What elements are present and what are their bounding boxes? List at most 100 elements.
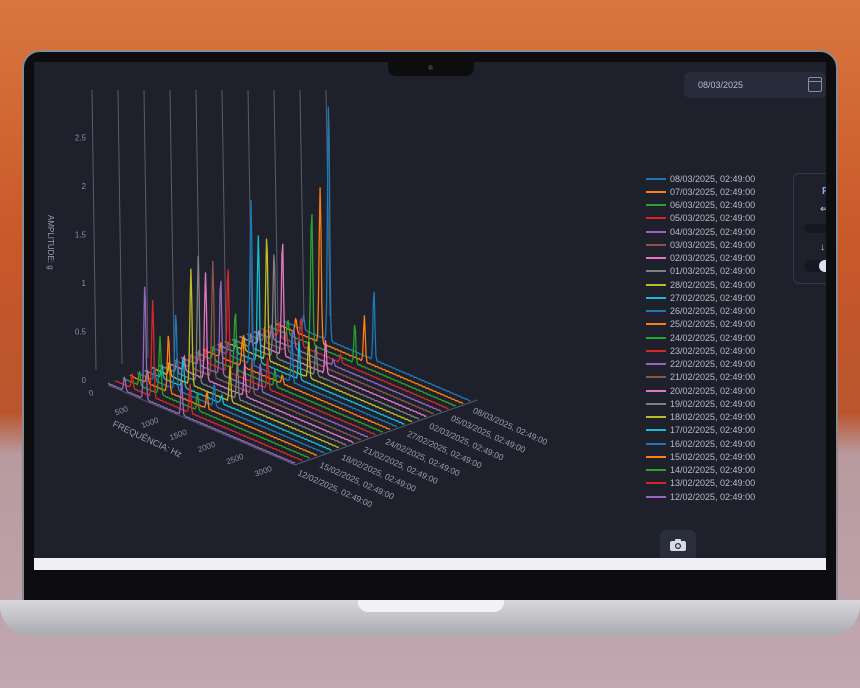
legend-swatch — [646, 283, 666, 286]
legend-label: 12/02/2025, 02:49:00 — [670, 491, 756, 502]
legend-label: 25/02/2025, 02:49:00 — [670, 319, 756, 330]
grid-line — [273, 89, 279, 329]
grid-line — [169, 89, 175, 353]
grid-line — [221, 89, 227, 341]
legend-item[interactable]: 05/03/2025, 02:49:00 — [646, 212, 755, 225]
legend-swatch — [646, 323, 666, 326]
legend-item[interactable]: 16/02/2025, 02:49:00 — [646, 437, 755, 450]
z-tick-label: 1.5 — [75, 231, 87, 240]
legend-item[interactable]: 21/02/2025, 02:49:00 — [646, 371, 755, 384]
x-axis-line — [107, 384, 296, 466]
z-tick-label: 1 — [82, 279, 87, 288]
legend-label: 15/02/2025, 02:49:00 — [670, 451, 756, 462]
z-tick-label: 0 — [82, 376, 87, 385]
series-line — [231, 254, 420, 420]
legend-item[interactable]: 19/02/2025, 02:49:00 — [646, 397, 755, 410]
legend-item[interactable]: 17/02/2025, 02:49:00 — [646, 424, 755, 437]
legend-swatch — [646, 177, 666, 180]
legend-item[interactable]: 15/02/2025, 02:49:00 — [646, 450, 755, 463]
legend-label: 21/02/2025, 02:49:00 — [670, 372, 756, 383]
grid-line — [117, 89, 123, 365]
snapshot-button[interactable] — [660, 530, 696, 558]
legend-swatch — [646, 495, 666, 498]
series-line — [180, 280, 369, 439]
legend-item[interactable]: 20/02/2025, 02:49:00 — [646, 384, 755, 397]
series-line — [173, 260, 361, 441]
z-axis-title: AMPLITUDE: g — [46, 215, 55, 270]
legend-swatch — [646, 442, 666, 445]
legend-item[interactable]: 14/02/2025, 02:49:00 — [646, 464, 755, 477]
grid-line — [91, 89, 97, 371]
series-line — [202, 338, 391, 431]
app-screen: 0 0.5 1 1.5 2 2.5 0 500 1000 1500 2000 2500 3000 12/0… — [34, 62, 826, 558]
series-line — [144, 358, 332, 452]
legend-item[interactable]: 04/03/2025, 02:49:00 — [646, 225, 755, 238]
legend-label: 06/03/2025, 02:49:00 — [670, 200, 756, 211]
arrow-down-icon[interactable]: ↓ — [820, 242, 825, 253]
series-line — [275, 187, 464, 405]
legend-swatch — [646, 296, 666, 299]
series-line — [122, 335, 310, 459]
legend-item[interactable]: 08/03/2025, 02:49:00 — [646, 172, 755, 185]
legend-item[interactable]: 06/03/2025, 02:49:00 — [646, 199, 755, 212]
legend-item[interactable]: 01/03/2025, 02:49:00 — [646, 265, 755, 278]
series-line — [268, 213, 457, 407]
x-tick-label: 2000 — [197, 440, 217, 455]
controls-panel: F ⇐ ↓ — [793, 173, 826, 284]
legend-swatch — [646, 469, 666, 472]
x-tick-label: 1500 — [168, 427, 188, 442]
series-line — [166, 272, 354, 444]
legend-swatch — [646, 363, 666, 366]
date-picker[interactable]: 08/03/2025 — [684, 72, 826, 98]
toggle-switch[interactable] — [804, 260, 826, 272]
legend-item[interactable]: 07/03/2025, 02:49:00 — [646, 185, 755, 198]
date-value: 08/03/2025 — [698, 80, 744, 90]
legend-swatch — [646, 429, 666, 432]
legend-item[interactable]: 03/03/2025, 02:49:00 — [646, 238, 755, 251]
slider-track[interactable] — [804, 224, 826, 233]
legend-item[interactable]: 23/02/2025, 02:49:00 — [646, 344, 755, 357]
series-line — [158, 255, 347, 446]
legend-label: 13/02/2025, 02:49:00 — [670, 478, 756, 489]
legend-item[interactable]: 13/02/2025, 02:49:00 — [646, 477, 755, 490]
series-line — [187, 269, 376, 436]
legend-item[interactable]: 27/02/2025, 02:49:00 — [646, 291, 755, 304]
legend-item[interactable]: 26/02/2025, 02:49:00 — [646, 305, 755, 318]
x-tick-label: 2500 — [225, 452, 245, 467]
legend-label: 17/02/2025, 02:49:00 — [670, 425, 756, 436]
x-tick-label: 1000 — [140, 415, 160, 430]
legend-item[interactable]: 02/03/2025, 02:49:00 — [646, 252, 755, 265]
webcam — [428, 65, 433, 70]
legend-swatch — [646, 389, 666, 392]
legend-swatch — [646, 217, 666, 220]
legend-label: 22/02/2025, 02:49:00 — [670, 359, 756, 370]
legend-item[interactable]: 12/02/2025, 02:49:00 — [646, 490, 755, 503]
legend-item[interactable]: 22/02/2025, 02:49:00 — [646, 358, 755, 371]
series-line — [136, 314, 325, 454]
x-tick-label: 0 — [87, 388, 95, 398]
legend-label: 23/02/2025, 02:49:00 — [670, 345, 756, 356]
legend-item[interactable]: 18/02/2025, 02:49:00 — [646, 411, 755, 424]
legend-swatch — [646, 230, 666, 233]
legend-label: 14/02/2025, 02:49:00 — [670, 465, 756, 476]
legend-item[interactable]: 28/02/2025, 02:49:00 — [646, 278, 755, 291]
legend-item[interactable]: 25/02/2025, 02:49:00 — [646, 318, 755, 331]
x-tick-label: 3000 — [253, 464, 273, 479]
z-tick-label: 2 — [82, 182, 87, 191]
legend-swatch — [646, 190, 666, 193]
legend-label: 08/03/2025, 02:49:00 — [670, 173, 756, 184]
arrow-left-icon[interactable]: ⇐ — [820, 204, 826, 215]
legend-label: 05/03/2025, 02:49:00 — [670, 213, 756, 224]
legend-swatch — [646, 402, 666, 405]
grid-line — [299, 89, 305, 323]
legend-label: 02/03/2025, 02:49:00 — [670, 253, 756, 264]
legend-label: 16/02/2025, 02:49:00 — [670, 438, 756, 449]
legend-swatch — [646, 243, 666, 246]
legend-swatch — [646, 270, 666, 273]
calendar-icon[interactable] — [808, 77, 822, 92]
camera-icon — [670, 539, 686, 551]
legend-label: 19/02/2025, 02:49:00 — [670, 398, 756, 409]
legend-item[interactable]: 24/02/2025, 02:49:00 — [646, 331, 755, 344]
series-line — [114, 300, 303, 462]
